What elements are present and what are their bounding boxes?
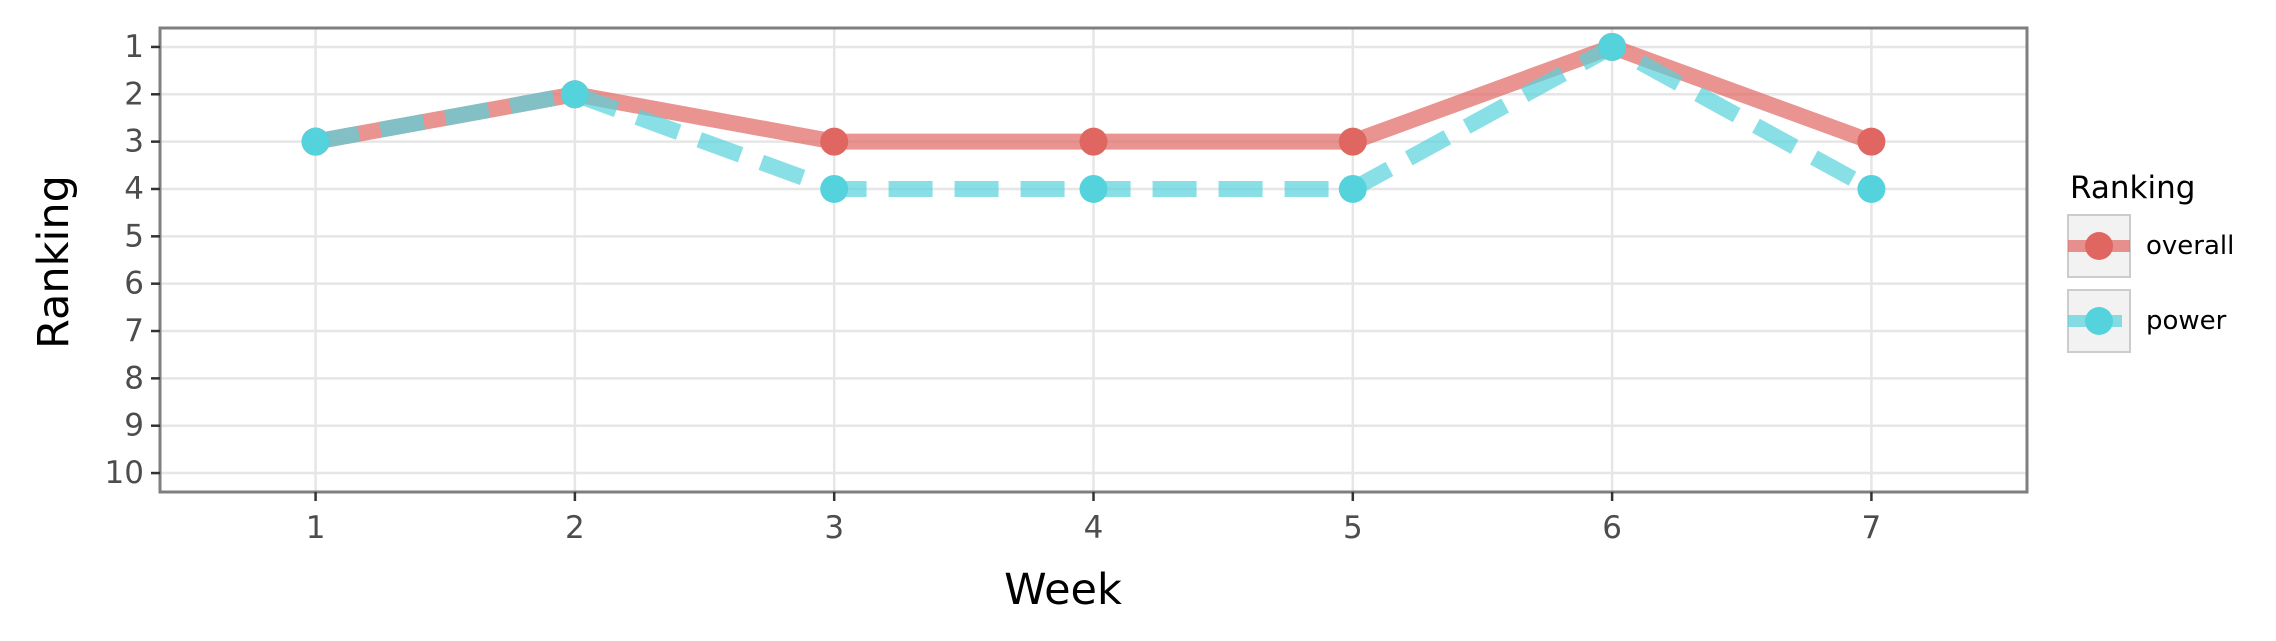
x-tick-label: 1 — [306, 510, 326, 546]
data-point-power — [1598, 32, 1627, 61]
legend-marker-power — [2085, 307, 2113, 335]
x-tick-label: 4 — [1084, 510, 1104, 546]
legend: Ranking overall power — [2067, 170, 2234, 353]
x-tick-label: 2 — [565, 510, 585, 546]
data-point-overall — [1857, 127, 1886, 156]
data-point-overall — [1079, 127, 1108, 156]
data-point-power — [1338, 174, 1367, 203]
data-point-power — [1857, 174, 1886, 203]
y-tick-label: 5 — [124, 218, 144, 254]
data-point-power — [301, 127, 330, 156]
y-tick-label: 2 — [124, 76, 144, 112]
y-axis: 1 2 3 4 5 6 7 8 9 10 — [105, 29, 160, 491]
x-axis-title: Week — [1004, 565, 1122, 615]
legend-title: Ranking — [2070, 170, 2195, 206]
x-tick-label: 5 — [1343, 510, 1363, 546]
y-axis-title: Ranking — [29, 175, 79, 349]
x-axis: 1 2 3 4 5 6 7 — [306, 492, 1882, 546]
data-point-power — [560, 80, 589, 109]
data-point-overall — [1338, 127, 1367, 156]
x-tick-label: 6 — [1602, 510, 1622, 546]
data-point-power — [1079, 174, 1108, 203]
legend-label-power: power — [2146, 306, 2227, 336]
series-group — [301, 32, 1886, 203]
data-point-overall — [820, 127, 849, 156]
y-tick-label: 9 — [124, 408, 144, 444]
data-point-power — [820, 174, 849, 203]
legend-label-overall: overall — [2146, 231, 2234, 261]
y-tick-label: 4 — [124, 171, 144, 207]
y-tick-label: 7 — [124, 313, 144, 349]
y-tick-label: 3 — [124, 124, 144, 160]
y-tick-label: 1 — [124, 29, 144, 65]
y-tick-label: 6 — [124, 266, 144, 302]
y-tick-label: 10 — [105, 455, 144, 491]
x-tick-label: 3 — [824, 510, 844, 546]
y-tick-label: 8 — [124, 360, 144, 396]
x-tick-label: 7 — [1862, 510, 1882, 546]
legend-marker-overall — [2085, 232, 2113, 260]
